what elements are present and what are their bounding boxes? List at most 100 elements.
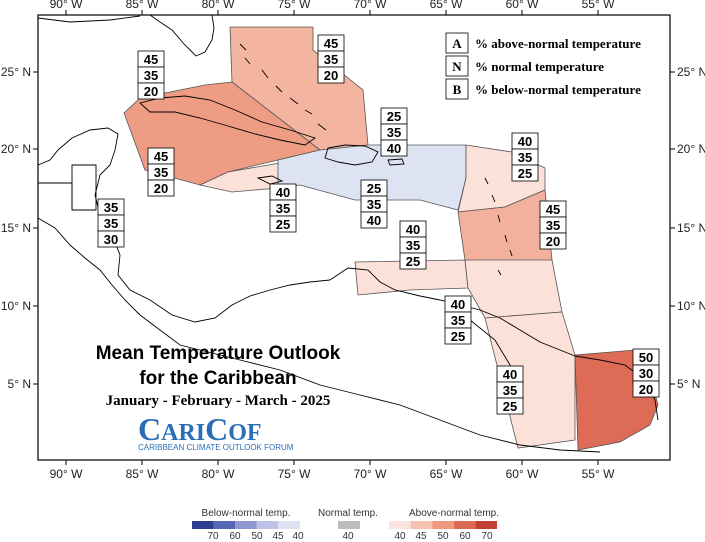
colorbar-tick: 45 (272, 531, 284, 542)
prob-box-leeward: 40 35 25 (511, 132, 539, 182)
prob-below: 20 (324, 68, 338, 83)
lat-label: 10° N (1, 299, 31, 313)
prob-normal: 35 (387, 125, 401, 140)
colorbar-swatch (389, 521, 411, 529)
colorbar-below-swatches (192, 521, 300, 529)
lon-label: 85° W (126, 0, 159, 11)
prob-normal: 35 (406, 238, 420, 253)
prob-below: 20 (154, 181, 168, 196)
colorbar-normal-ticks: 40 (342, 531, 354, 542)
lat-label: 15° N (1, 221, 31, 235)
prob-box-hispaniola: 25 35 40 (380, 107, 408, 157)
cuba-outline (139, 95, 317, 146)
colorbar-below-label: Below-normal temp. (202, 508, 291, 519)
prob-above: 45 (144, 52, 158, 67)
title-line-3: January - February - March - 2025 (106, 393, 331, 409)
colorbar-tick: 60 (459, 531, 471, 542)
lat-label: 10° N (677, 299, 705, 313)
hispaniola-outline (324, 144, 379, 166)
lat-label: 20° N (677, 142, 705, 156)
logo-wordmark: CARICOF (138, 411, 262, 447)
lat-labels-right: 25° N 20° N 15° N 10° N 5° N (677, 65, 705, 391)
prob-above: 40 (406, 222, 420, 237)
prob-above: 40 (451, 297, 465, 312)
lat-label: 20° N (1, 142, 31, 156)
prob-box-cuba: 45 35 20 (147, 147, 175, 197)
prob-normal: 35 (503, 383, 517, 398)
colorbar-swatch (192, 521, 214, 529)
gulf-coast (37, 15, 141, 23)
prob-below: 20 (546, 234, 560, 249)
florida-coast (149, 14, 215, 57)
colorbar-above-swatches (389, 521, 497, 529)
prob-below: 40 (367, 213, 381, 228)
lat-label: 25° N (1, 65, 31, 79)
abn-legend: A N B % above-normal temperature % norma… (445, 32, 641, 100)
lon-label: 70° W (354, 467, 387, 481)
prob-above: 45 (154, 149, 168, 164)
colorbar-normal-label: Normal temp. (318, 508, 378, 519)
colorbar-swatch (475, 521, 497, 529)
prob-box-windward: 45 35 20 (539, 200, 567, 250)
colorbar-tick: 40 (394, 531, 406, 542)
colorbar-swatch (453, 521, 476, 529)
colorbar-tick: 40 (292, 531, 304, 542)
legend-text-above: % above-normal temperature (475, 36, 641, 51)
colorbar-tick: 40 (342, 531, 354, 542)
logo-subtitle: CARIBBEAN CLIMATE OUTLOOK FORUM (138, 443, 294, 452)
prob-box-abc: 40 35 25 (399, 220, 427, 270)
tick-marks (33, 10, 675, 465)
honduras-box (38, 182, 73, 210)
prob-above: 50 (639, 350, 653, 365)
colorbar-swatch (213, 521, 236, 529)
central-america-west (37, 217, 201, 351)
prob-below: 20 (144, 84, 158, 99)
prob-below: 30 (104, 232, 118, 247)
prob-above: 25 (367, 181, 381, 196)
lon-label: 80° W (202, 0, 235, 11)
prob-box-trinidad: 40 35 25 (444, 295, 472, 345)
colorbar-swatch (410, 521, 433, 529)
lon-label: 70° W (354, 0, 387, 11)
colorbar-legend: Below-normal temp. Normal temp. Above-no… (192, 508, 499, 542)
prob-above: 35 (104, 200, 118, 215)
prob-above: 25 (387, 109, 401, 124)
colorbar-above-label: Above-normal temp. (409, 508, 499, 519)
colorbar-above-ticks: 40 45 50 60 70 (394, 531, 493, 542)
prob-box-belize: 35 35 30 (97, 198, 125, 248)
colorbar-tick: 60 (229, 531, 241, 542)
prob-normal: 35 (451, 313, 465, 328)
prob-normal: 35 (154, 165, 168, 180)
legend-key-below: B (453, 82, 462, 97)
prob-normal: 35 (144, 68, 158, 83)
legend-key-above: A (452, 36, 462, 51)
colorbar-swatch (278, 521, 300, 529)
colorbar-tick: 70 (481, 531, 493, 542)
prob-above: 40 (518, 134, 532, 149)
legend-key-normal: N (452, 59, 462, 74)
probability-boxes: 45 35 20 45 35 20 45 35 20 35 35 (97, 34, 660, 415)
prob-box-bahamas: 45 35 20 (317, 34, 345, 84)
lon-label: 55° W (582, 0, 615, 11)
colorbar-tick: 50 (437, 531, 449, 542)
title-block: Mean Temperature Outlook for the Caribbe… (96, 343, 341, 409)
colorbar-tick: 45 (415, 531, 427, 542)
region-abc (354, 259, 469, 296)
colorbar-swatch (432, 521, 454, 529)
colorbar-tick: 50 (251, 531, 263, 542)
lon-label: 90° W (50, 0, 83, 11)
lat-label: 5° N (677, 377, 700, 391)
colorbar-swatch (235, 521, 257, 529)
lat-label: 25° N (677, 65, 705, 79)
prob-box-puerto-rico: 25 35 40 (360, 179, 388, 229)
title-line-1: Mean Temperature Outlook (96, 343, 341, 364)
prob-normal: 35 (104, 216, 118, 231)
lat-labels-left: 25° N 20° N 15° N 10° N 5° N (1, 65, 31, 391)
prob-box-jamaica: 40 35 25 (269, 183, 297, 233)
prob-normal: 35 (546, 218, 560, 233)
lon-label: 90° W (50, 467, 83, 481)
prob-below: 25 (503, 399, 517, 414)
prob-above: 45 (324, 36, 338, 51)
prob-normal: 35 (324, 52, 338, 67)
